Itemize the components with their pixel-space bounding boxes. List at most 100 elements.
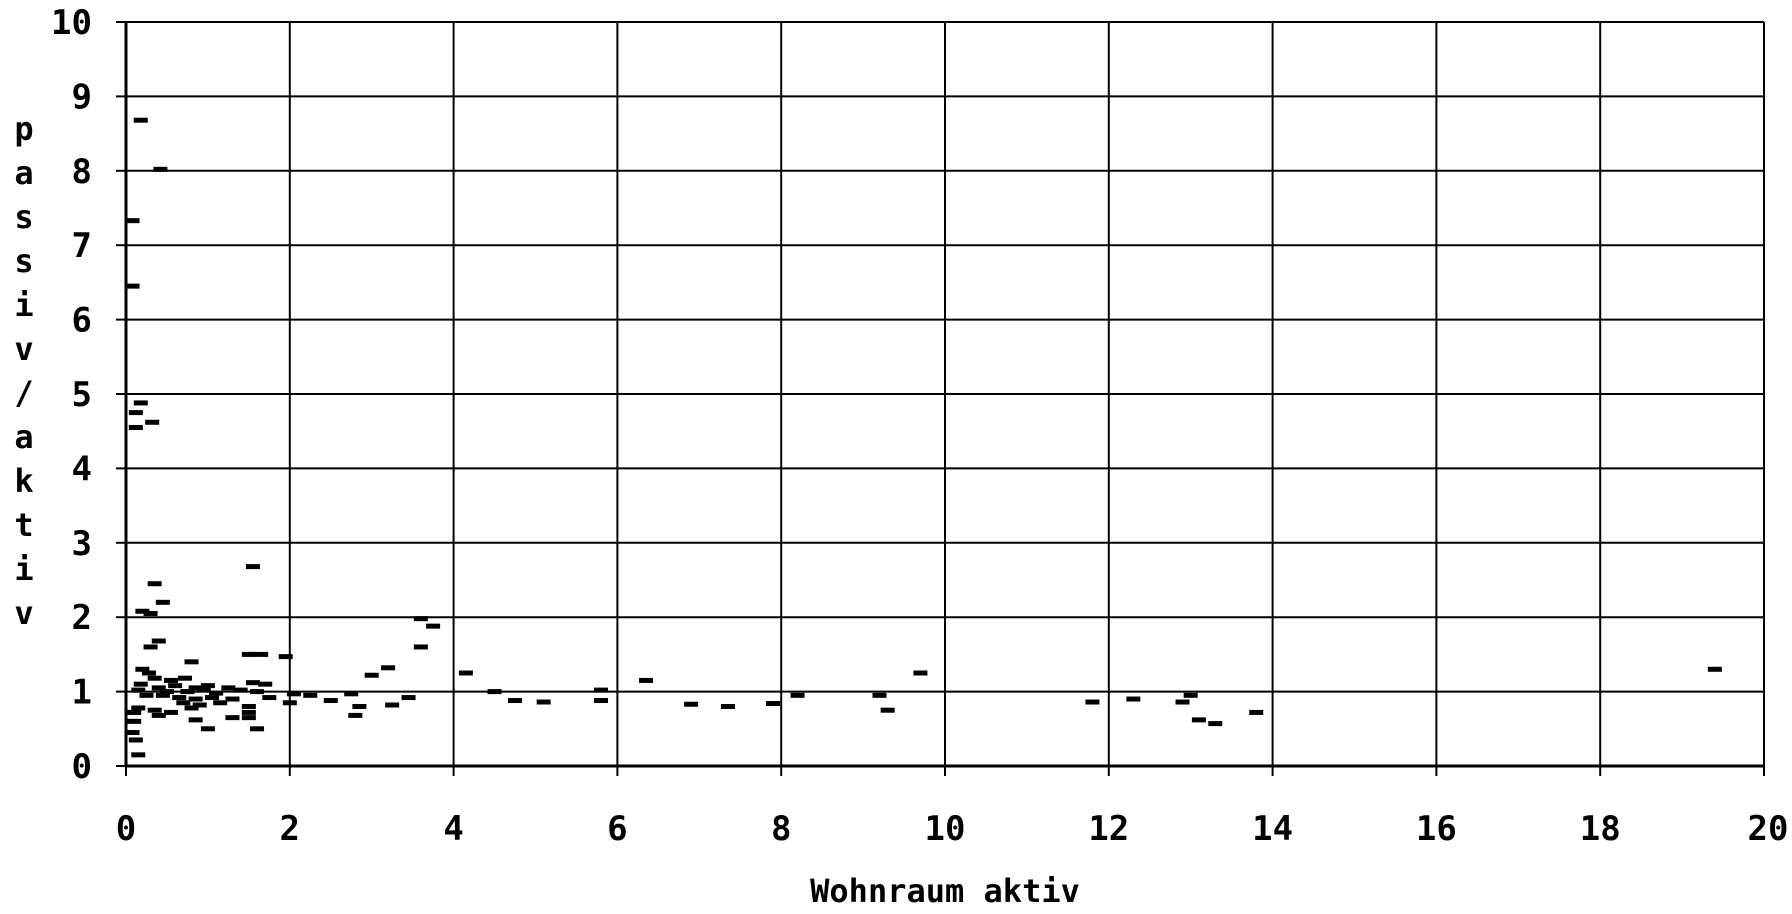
data-point (684, 701, 699, 707)
y-tick-label: 6 (72, 301, 92, 341)
data-point (131, 752, 146, 758)
data-point (413, 616, 428, 622)
data-point (125, 730, 140, 736)
data-point (164, 677, 179, 683)
y-axis-label-char: s (14, 198, 33, 236)
data-point (221, 685, 236, 691)
x-tick-label: 8 (771, 809, 791, 849)
y-axis-label-char: v (14, 594, 33, 632)
x-tick-label: 16 (1416, 809, 1457, 849)
data-point (141, 670, 156, 676)
data-point (125, 218, 140, 224)
data-point (151, 712, 166, 718)
data-point (1707, 666, 1722, 672)
data-point (151, 685, 166, 691)
data-point (286, 691, 301, 697)
data-point (176, 700, 191, 706)
data-point (401, 695, 416, 701)
data-point (303, 692, 318, 698)
data-point (1208, 721, 1223, 727)
data-point (204, 695, 219, 701)
data-point (128, 737, 143, 743)
data-point (147, 707, 162, 713)
data-point (385, 702, 400, 708)
data-point (381, 665, 396, 671)
data-point (188, 717, 203, 723)
y-axis-label-char: k (14, 462, 33, 500)
data-point (487, 689, 502, 695)
data-point (133, 681, 148, 687)
data-point (241, 703, 256, 709)
x-axis-ticks: 0 2 4 6 8 10 12 14 16 18 20 (116, 809, 1789, 849)
data-point (164, 709, 179, 715)
data-point (241, 651, 256, 657)
data-point (133, 117, 148, 123)
data-point (153, 166, 168, 172)
data-point (196, 687, 211, 693)
data-point (594, 698, 609, 704)
data-point (250, 726, 265, 732)
data-point (200, 726, 215, 732)
data-point (151, 638, 166, 644)
x-tick-label: 0 (116, 809, 136, 849)
x-tick-label: 14 (1252, 809, 1293, 849)
data-point (639, 677, 654, 683)
data-points (125, 117, 1722, 758)
data-point (135, 666, 150, 672)
data-point (262, 695, 277, 701)
data-point (1249, 709, 1264, 715)
data-point (413, 644, 428, 650)
y-tick-label: 7 (72, 226, 92, 266)
data-point (225, 715, 240, 721)
data-point (147, 581, 162, 587)
data-point (147, 675, 162, 681)
data-point (143, 644, 158, 650)
y-tick-label: 4 (72, 449, 92, 489)
y-axis-label-char: t (14, 506, 33, 544)
data-point (131, 687, 146, 693)
x-tick-label: 2 (280, 809, 300, 849)
data-point (278, 654, 293, 660)
x-tick-label: 4 (443, 809, 463, 849)
data-point (282, 700, 297, 706)
data-point (127, 709, 142, 715)
data-point (458, 670, 473, 676)
data-point (133, 400, 148, 406)
y-axis-label-char: v (14, 330, 33, 368)
data-point (1085, 699, 1100, 705)
data-point (241, 715, 256, 721)
y-tick-label: 9 (72, 77, 92, 117)
data-point (913, 670, 928, 676)
data-point (245, 564, 260, 570)
data-point (1183, 692, 1198, 698)
data-point (155, 599, 170, 605)
data-point (188, 696, 203, 702)
x-tick-label: 6 (607, 809, 627, 849)
y-tick-label: 8 (72, 152, 92, 192)
data-point (200, 683, 215, 689)
data-point (766, 701, 781, 707)
data-point (125, 283, 140, 289)
data-point (155, 692, 170, 698)
data-point (184, 659, 199, 665)
data-point (250, 689, 265, 695)
data-point (790, 692, 805, 698)
data-point (168, 683, 183, 689)
data-point (143, 610, 158, 616)
data-point (1175, 699, 1190, 705)
data-point (145, 419, 160, 425)
data-point (139, 692, 154, 698)
data-point (1191, 717, 1206, 723)
data-point (128, 410, 143, 416)
y-tick-label: 1 (72, 673, 92, 713)
y-tick-label: 2 (72, 598, 92, 638)
data-point (180, 689, 195, 695)
x-tick-label: 18 (1580, 809, 1621, 849)
data-point (352, 703, 367, 709)
data-point (258, 681, 273, 687)
data-point (225, 696, 240, 702)
data-point (209, 690, 224, 696)
data-point (172, 695, 187, 701)
